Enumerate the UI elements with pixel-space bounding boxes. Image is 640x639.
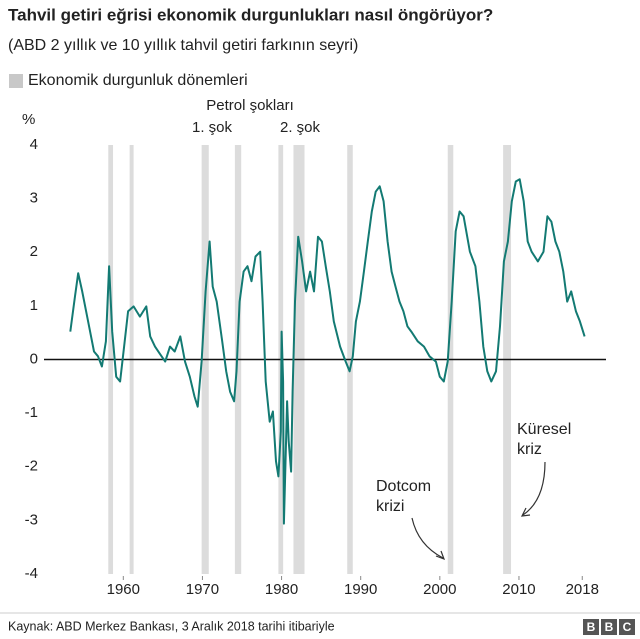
y-tick-label: -4: [25, 565, 38, 582]
y-tick-label: 4: [30, 136, 38, 153]
logo-box: [601, 619, 617, 635]
x-tick-label: 1960: [107, 581, 140, 598]
y-tick-label: 0: [30, 350, 38, 367]
annotation: 1. şok: [192, 119, 233, 136]
annotation: Küresel: [517, 421, 571, 438]
chart-title: Tahvil getiri eğrisi ekonomik durgunlukl…: [8, 5, 493, 24]
annotation: krizi: [376, 498, 404, 515]
annotation: Dotcom: [376, 478, 431, 495]
source: Kaynak: ABD Merkez Bankası, 3 Aralık 201…: [8, 619, 335, 633]
y-tick-label: 1: [30, 297, 38, 314]
y-tick-label: -1: [25, 404, 38, 421]
arrow-head: [520, 507, 531, 517]
chart-subtitle: (ABD 2 yıllık ve 10 yıllık tahvil getiri…: [8, 37, 358, 54]
x-tick-label: 2000: [423, 581, 456, 598]
logo-box: [619, 619, 635, 635]
logo-letter: B: [587, 620, 596, 634]
x-tick-label: 1970: [186, 581, 219, 598]
y-axis-label: %: [22, 111, 35, 128]
x-tick-label: 2018: [566, 581, 599, 598]
annotation: kriz: [517, 441, 542, 458]
y-tick-label: 3: [30, 190, 38, 207]
x-tick-label: 1990: [344, 581, 377, 598]
logo-letter: C: [623, 620, 632, 634]
x-tick-label: 2010: [502, 581, 535, 598]
annotation: 2. şok: [280, 119, 321, 136]
annotation: Petrol şokları: [206, 97, 294, 114]
series-line: [69, 178, 586, 525]
y-tick-label: -3: [25, 511, 38, 528]
arrow: [522, 461, 546, 516]
arrow: [411, 517, 444, 559]
legend-label: Ekonomik durgunluk dönemleri: [28, 72, 248, 89]
y-tick-label: 2: [30, 243, 38, 260]
x-tick-label: 1980: [265, 581, 298, 598]
y-tick-label: -2: [25, 458, 38, 475]
logo: B B C: [583, 619, 635, 635]
logo-box: [583, 619, 599, 635]
legend-swatch: [9, 74, 23, 88]
logo-letter: B: [605, 620, 614, 634]
arrow-head: [435, 550, 446, 561]
